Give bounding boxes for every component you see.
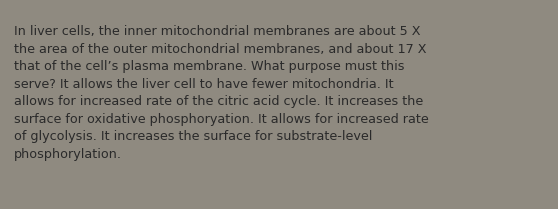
Text: In liver cells, the inner mitochondrial membranes are about 5 X
the area of the : In liver cells, the inner mitochondrial … — [14, 25, 429, 161]
